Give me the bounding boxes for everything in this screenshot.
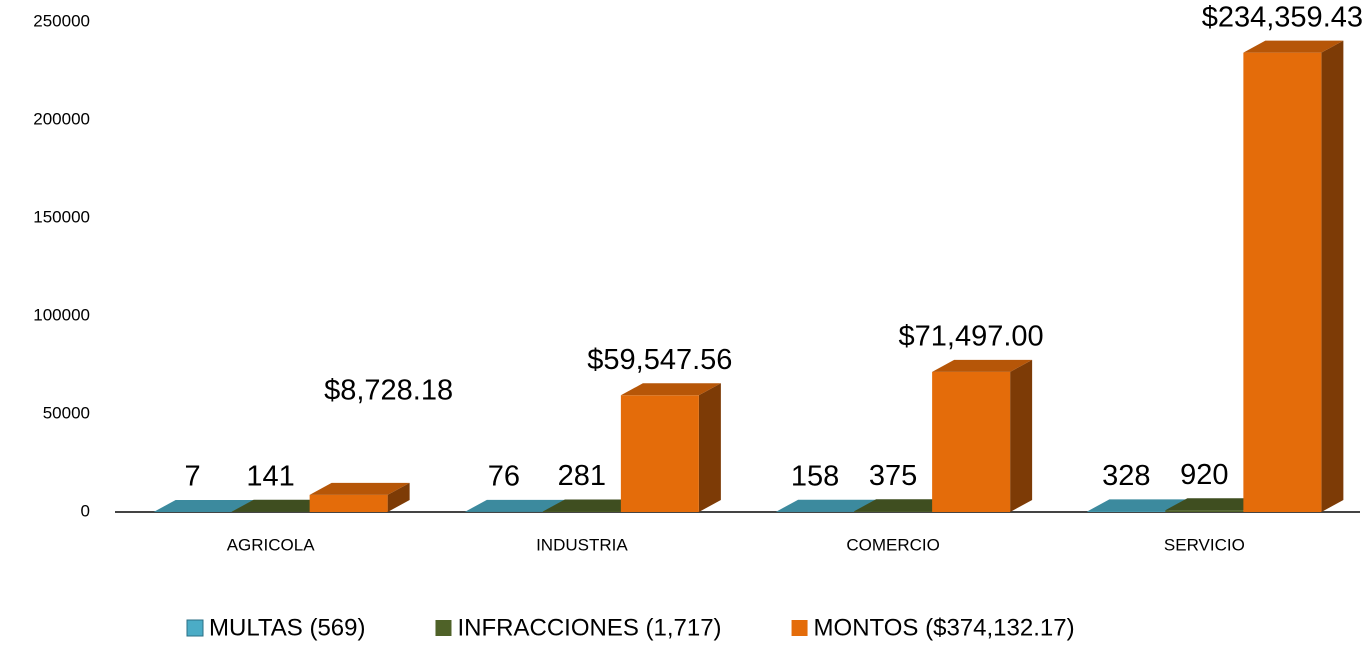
- y-tick-label: 200000: [33, 109, 90, 128]
- y-tick-label: 250000: [33, 11, 90, 30]
- bar-side: [1321, 41, 1343, 512]
- data-label: $59,547.56: [587, 344, 732, 376]
- x-tick-label: AGRICOLA: [227, 535, 316, 554]
- data-label: 920: [1180, 459, 1228, 491]
- data-label: 7: [185, 461, 201, 493]
- legend-label: MONTOS ($374,132.17): [814, 614, 1075, 641]
- legend-label: MULTAS (569): [209, 614, 365, 641]
- legend-label: INFRACCIONES (1,717): [457, 614, 721, 641]
- bar-side: [699, 383, 721, 512]
- x-tick-label: COMERCIO: [846, 535, 940, 554]
- data-label: 328: [1102, 460, 1150, 492]
- legend-swatch: [435, 620, 451, 636]
- data-label: $71,497.00: [899, 321, 1044, 353]
- bar-side: [1010, 360, 1032, 512]
- legend-swatch: [792, 620, 808, 636]
- bar: [932, 372, 1010, 512]
- data-label: 76: [488, 461, 520, 493]
- y-tick-label: 150000: [33, 207, 90, 226]
- bar: [621, 395, 699, 512]
- bar: [1087, 511, 1165, 512]
- x-tick-label: INDUSTRIA: [536, 535, 628, 554]
- bar: [1243, 53, 1321, 512]
- y-tick-label: 0: [81, 501, 90, 520]
- bar: [310, 495, 388, 512]
- legend-swatch: [187, 620, 203, 636]
- y-tick-label: 100000: [33, 305, 90, 324]
- data-label: $234,359.43: [1202, 1, 1363, 33]
- bar: [1165, 510, 1243, 512]
- bar: [543, 511, 621, 512]
- bar: [854, 511, 932, 512]
- data-label: 281: [558, 460, 606, 492]
- data-label: $8,728.18: [324, 375, 453, 407]
- data-label: 158: [791, 460, 839, 492]
- y-tick-label: 50000: [43, 403, 90, 422]
- x-tick-label: SERVICIO: [1164, 535, 1245, 554]
- data-label: 375: [869, 460, 917, 492]
- data-label: 141: [246, 460, 294, 492]
